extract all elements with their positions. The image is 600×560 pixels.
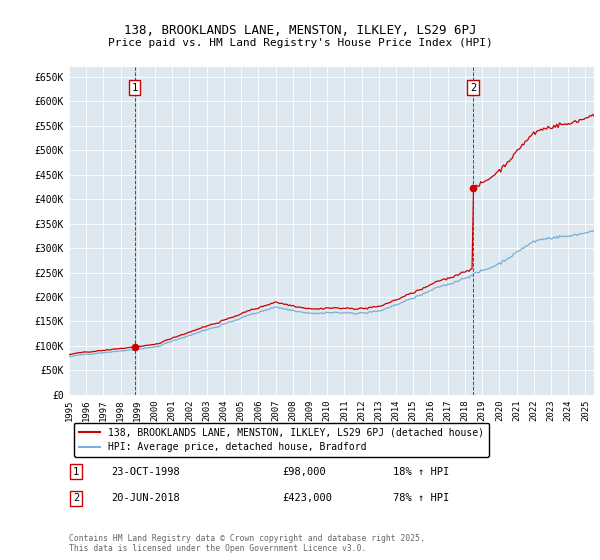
Text: 20-JUN-2018: 20-JUN-2018 [111, 493, 180, 503]
Text: 2: 2 [470, 82, 476, 92]
Text: £98,000: £98,000 [282, 466, 326, 477]
Text: Contains HM Land Registry data © Crown copyright and database right 2025.
This d: Contains HM Land Registry data © Crown c… [69, 534, 425, 553]
Text: 138, BROOKLANDS LANE, MENSTON, ILKLEY, LS29 6PJ: 138, BROOKLANDS LANE, MENSTON, ILKLEY, L… [124, 24, 476, 37]
Text: 2: 2 [73, 493, 79, 503]
Text: 78% ↑ HPI: 78% ↑ HPI [393, 493, 449, 503]
Text: 1: 1 [73, 466, 79, 477]
Text: 23-OCT-1998: 23-OCT-1998 [111, 466, 180, 477]
Text: £423,000: £423,000 [282, 493, 332, 503]
Legend: 138, BROOKLANDS LANE, MENSTON, ILKLEY, LS29 6PJ (detached house), HPI: Average p: 138, BROOKLANDS LANE, MENSTON, ILKLEY, L… [74, 422, 489, 457]
Text: Price paid vs. HM Land Registry's House Price Index (HPI): Price paid vs. HM Land Registry's House … [107, 38, 493, 48]
Text: 18% ↑ HPI: 18% ↑ HPI [393, 466, 449, 477]
Text: 1: 1 [131, 82, 138, 92]
